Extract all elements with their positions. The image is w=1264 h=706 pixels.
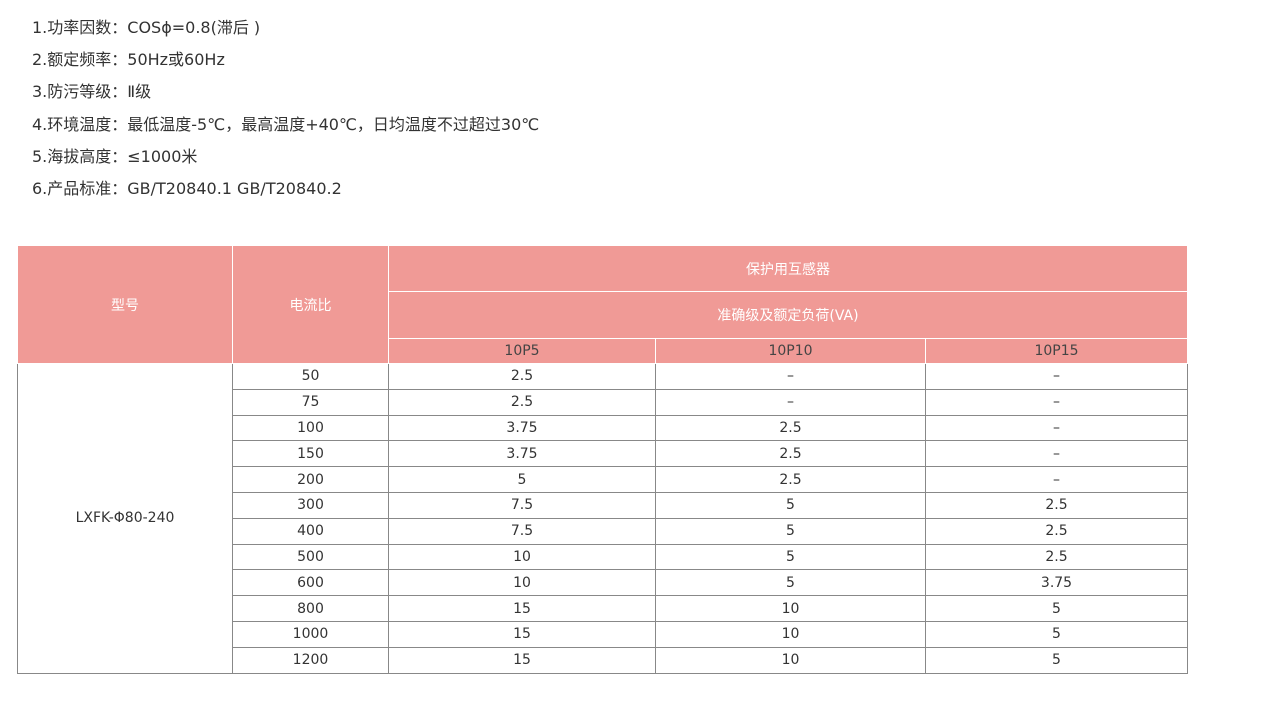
load-cell: – [925,414,1188,442]
ratio-cell: 200 [232,466,389,493]
load-cell: 5 [655,491,926,519]
load-cell: 10 [655,595,926,622]
load-cell: 15 [388,595,656,622]
spec-item: 1.功率因数：COSϕ=0.8(滞后 ) [32,18,261,37]
load-cell: 2.5 [925,517,1188,545]
ratio-cell: 1200 [232,646,389,674]
table-row: 1200 15 10 5 [18,646,1188,674]
spec-item: 4.环境温度：最低温度-5℃，最高温度+40℃，日均温度不过超过30℃ [32,114,540,134]
load-cell: 5 [925,646,1188,674]
spec-list: 1.功率因数：COSϕ=0.8(滞后 ) 2.额定频率：50Hz或60Hz 3.… [32,14,539,207]
ratio-cell: 800 [232,595,389,622]
header-group-subtitle: 准确级及额定负荷(VA) [388,291,1188,339]
load-cell: – [925,363,1188,390]
load-cell: 15 [388,620,656,648]
model-cell: LXFK-Φ80-240 [17,363,233,674]
load-cell: 2.5 [388,388,656,416]
load-cell: 2.5 [388,363,656,390]
load-cell: 2.5 [655,440,926,468]
load-cell: 10 [388,543,656,571]
header-class: 10P5 [388,338,656,364]
table-row: 500 10 5 2.5 [18,543,1188,571]
ratio-cell: 300 [232,491,389,519]
load-cell: 3.75 [925,569,1188,597]
header-model: 型号 [17,245,233,364]
load-cell: 7.5 [388,517,656,545]
load-cell: 10 [655,620,926,648]
load-cell: 5 [655,543,926,571]
spec-item: 2.额定频率：50Hz或60Hz [32,50,225,70]
load-cell: – [655,388,926,416]
load-cell: 7.5 [388,491,656,519]
header-group-title: 保护用互感器 [388,245,1188,292]
table-row: 600 10 5 3.75 [18,569,1188,597]
table-row: 100 3.75 2.5– [18,414,1188,442]
ratio-cell: 600 [232,569,389,597]
load-cell: 5 [655,517,926,545]
ratio-cell: 100 [232,414,389,442]
load-cell: 10 [655,646,926,674]
load-cell: – [925,466,1188,493]
load-cell: 2.5 [925,543,1188,571]
ratio-cell: 400 [232,517,389,545]
spec-item: 6.产品标准：GB/T20840.1 GB/T20840.2 [32,178,342,198]
header-class: 10P15 [925,338,1188,364]
table-body: LXFK-Φ80-240 50 2.5– –75 2.5– –100 3.75 2.5–150… [17,363,1188,674]
table-row: 1000 15 10 5 [18,620,1188,648]
ratio-cell: 75 [232,388,389,416]
load-cell: 3.75 [388,440,656,468]
ratio-cell: 150 [232,440,389,468]
load-cell: 2.5 [655,466,926,493]
header-ratio: 电流比 [232,245,389,364]
load-cell: 2.5 [655,414,926,442]
load-cell: 5 [925,620,1188,648]
load-cell: 5 [655,569,926,597]
load-cell: 3.75 [388,414,656,442]
load-cell: 15 [388,646,656,674]
header-class: 10P10 [655,338,926,364]
ratio-cell: 500 [232,543,389,571]
ratio-cell: 1000 [232,620,389,648]
load-cell: – [925,388,1188,416]
ratio-cell: 50 [232,363,389,390]
load-cell: 2.5 [925,491,1188,519]
load-cell: – [655,363,926,390]
load-cell: 10 [388,569,656,597]
spec-item: 5.海拔高度：≤1000米 [32,146,198,166]
spec-item: 3.防污等级：Ⅱ级 [32,82,152,102]
spec-table: 型号 电流比 保护用互感器 准确级及额定负荷(VA) 10P5 10P10 10… [17,245,1188,674]
table-row: LXFK-Φ80-240 50 2.5– – [17,363,1188,674]
load-cell: – [925,440,1188,468]
load-cell: 5 [388,466,656,493]
load-cell: 5 [925,595,1188,622]
